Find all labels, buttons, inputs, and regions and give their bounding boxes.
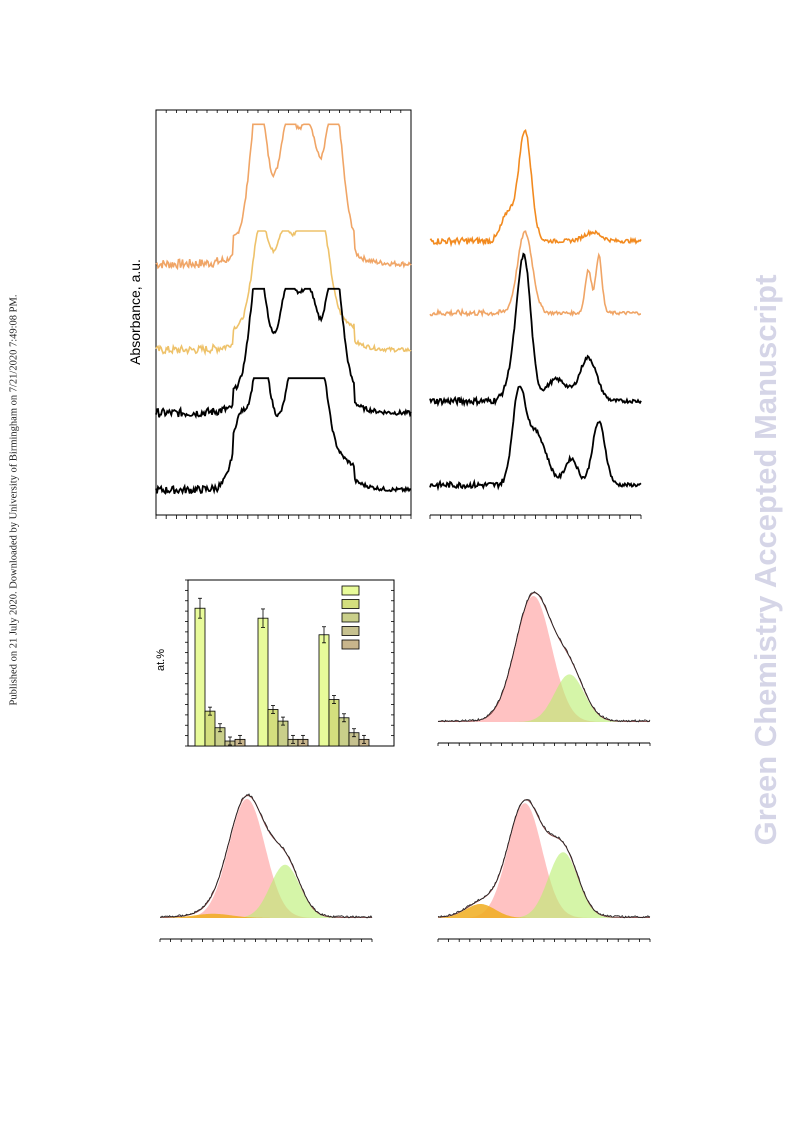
legend-swatch [341, 626, 360, 636]
panel-d-data-line [437, 591, 651, 723]
panel-f-component-area [438, 852, 650, 918]
panel-c-frame [187, 579, 395, 747]
bar [204, 710, 216, 747]
panel-e-component-area [160, 799, 372, 918]
panel-e-component-area [160, 864, 372, 918]
bar [318, 634, 330, 747]
legend-swatch [341, 585, 360, 596]
panel-f-component-area [438, 904, 650, 918]
panel-e-envelope-line [160, 794, 372, 918]
panel-f-component-area [438, 803, 650, 918]
panel-a-spectrum-line [155, 123, 412, 271]
panel-e-data-line [159, 793, 373, 919]
legend-swatch [341, 599, 360, 609]
panel-b-spectrum-line [429, 128, 642, 248]
panel-d-component-area [438, 674, 650, 722]
panel-b-spectrum-line [429, 230, 641, 318]
legend-swatch [341, 612, 360, 623]
bar [257, 617, 269, 747]
panel-b-spectrum-line [429, 385, 642, 492]
bar [267, 709, 279, 747]
panel-e-component-area [160, 913, 372, 918]
panel-a-spectrum-line [155, 287, 412, 419]
panel-a-frame [155, 109, 412, 516]
panel-a-spectrum-line [155, 230, 412, 356]
bar [194, 607, 206, 747]
legend-swatch [341, 639, 360, 650]
bar [328, 699, 340, 747]
panel-f-data-line [437, 798, 651, 919]
panel-d-component-area [438, 596, 650, 722]
panel-a-spectrum-line [155, 377, 412, 496]
panel-b-spectrum-line [429, 252, 642, 408]
